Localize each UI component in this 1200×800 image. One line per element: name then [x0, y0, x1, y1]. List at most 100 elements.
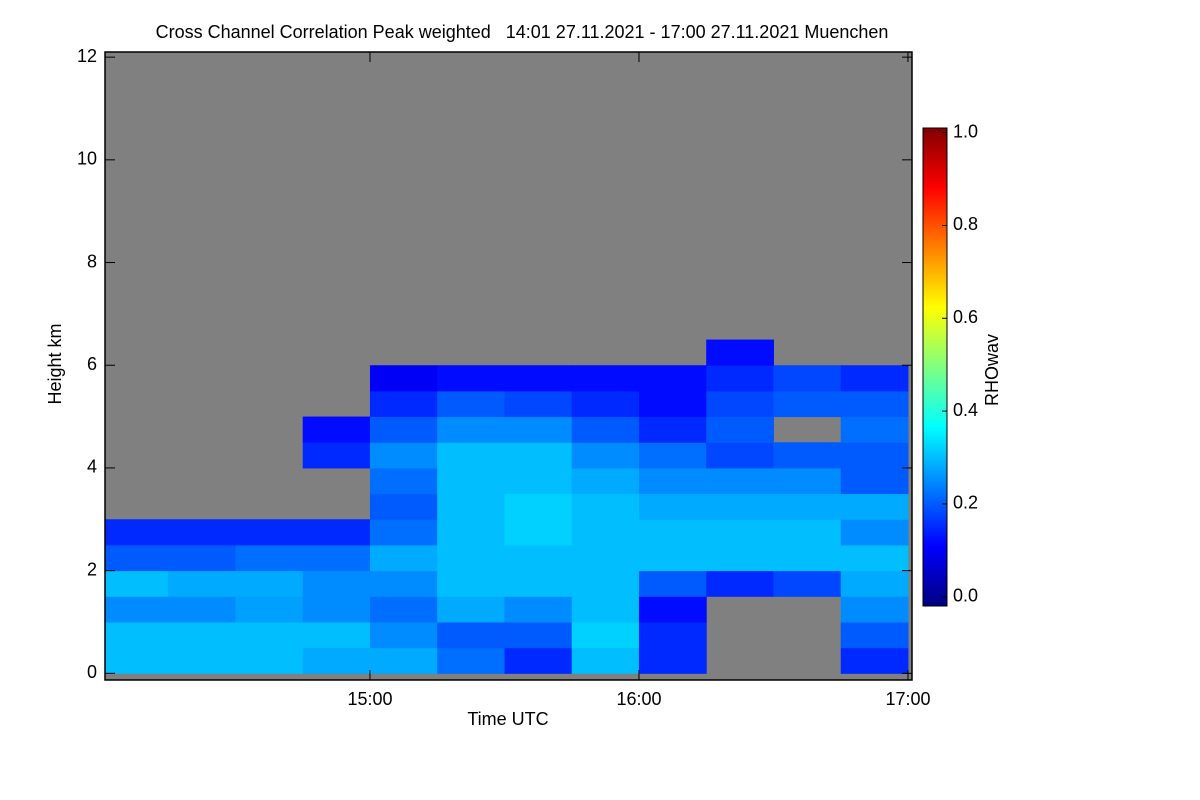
colorbar-tick-label: 0.4 [953, 400, 978, 420]
heatmap-cell [437, 390, 505, 418]
heatmap-cell [571, 467, 640, 495]
heatmap-cell [706, 467, 774, 495]
heatmap-cell [706, 339, 774, 366]
heatmap-cell [840, 365, 909, 392]
heatmap-cell [105, 596, 169, 623]
colorbar-label: RHOwav [982, 334, 1002, 406]
x-tick-label: 17:00 [885, 689, 930, 709]
x-tick-label: 15:00 [347, 689, 392, 709]
y-tick-label: 0 [87, 662, 97, 682]
x-axis-label: Time UTC [467, 709, 548, 729]
heatmap-cell [840, 390, 909, 418]
heatmap-cell [168, 544, 236, 572]
heatmap-cell [302, 442, 371, 469]
y-tick-label: 2 [87, 559, 97, 579]
heatmap-cell [638, 596, 707, 623]
heatmap-cell [302, 570, 371, 597]
heatmap-cell [437, 493, 505, 520]
heatmap-cell [437, 519, 505, 546]
heatmap-cell [369, 596, 438, 623]
heatmap-cell [840, 519, 909, 546]
heatmap-cell [504, 390, 573, 418]
heatmap-cell [369, 493, 438, 520]
heatmap-cell [706, 519, 774, 546]
heatmap-cell [638, 442, 707, 469]
heatmap-cell [369, 621, 438, 649]
heatmap-cell [706, 442, 774, 469]
colorbar-tick-label: 0.2 [953, 493, 978, 513]
heatmap-cell [571, 416, 640, 443]
heatmap-cell [571, 621, 640, 649]
heatmap-cell [369, 519, 438, 546]
colorbar [922, 127, 948, 607]
heatmap [105, 339, 909, 674]
heatmap-cell [571, 442, 640, 469]
heatmap-cell [369, 416, 438, 443]
heatmap-cell [235, 544, 304, 572]
heatmap-cell [638, 493, 707, 520]
heatmap-cell [302, 416, 371, 443]
heatmap-cell [105, 570, 169, 597]
heatmap-cell [437, 442, 505, 469]
heatmap-cell [638, 416, 707, 443]
heatmap-cell [437, 570, 505, 597]
heatmap-cell [706, 390, 774, 418]
heatmap-cell [840, 596, 909, 623]
heatmap-cell [504, 621, 573, 649]
heatmap-cell [638, 467, 707, 495]
heatmap-cell [235, 519, 304, 546]
heatmap-cell [840, 570, 909, 597]
heatmap-cell [706, 416, 774, 443]
heatmap-cell [773, 493, 842, 520]
heatmap-cell [504, 467, 573, 495]
heatmap-cell [504, 519, 573, 546]
heatmap-cell [504, 416, 573, 443]
heatmap-cell [504, 570, 573, 597]
heatmap-cell [773, 442, 842, 469]
heatmap-cell [235, 570, 304, 597]
heatmap-cell [638, 519, 707, 546]
heatmap-cell [437, 365, 505, 392]
heatmap-cell [773, 390, 842, 418]
y-tick-label: 10 [77, 149, 97, 169]
heatmap-cell [437, 544, 505, 572]
heatmap-cell [504, 365, 573, 392]
heatmap-cell [504, 596, 573, 623]
heatmap-cell [437, 467, 505, 495]
heatmap-cell [168, 596, 236, 623]
heatmap-cell [706, 570, 774, 597]
heatmap-cell [437, 647, 505, 674]
heatmap-cell [369, 442, 438, 469]
heatmap-cell [571, 596, 640, 623]
heatmap-cell [437, 416, 505, 443]
heatmap-cell [369, 544, 438, 572]
heatmap-cell [571, 519, 640, 546]
heatmap-cell [706, 365, 774, 392]
heatmap-cell [302, 544, 371, 572]
heatmap-cell [773, 544, 842, 572]
heatmap-cell [840, 442, 909, 469]
heatmap-cell [504, 493, 573, 520]
chart-title: Cross Channel Correlation Peak weighted … [156, 22, 889, 42]
x-tick-label: 16:00 [616, 689, 661, 709]
heatmap-cell [638, 365, 707, 392]
heatmap-cell [369, 365, 438, 392]
heatmap-cell [706, 493, 774, 520]
heatmap-cell [840, 544, 909, 572]
heatmap-cell [773, 365, 842, 392]
heatmap-cell [168, 570, 236, 597]
heatmap-cell [369, 390, 438, 418]
heatmap-cell [302, 621, 371, 649]
heatmap-cell [105, 621, 169, 649]
heatmap-cell [773, 519, 842, 546]
heatmap-cell [235, 596, 304, 623]
heatmap-cell [638, 621, 707, 649]
heatmap-cell [235, 621, 304, 649]
heatmap-cell [504, 442, 573, 469]
colorbar-tick-label: 1.0 [953, 121, 978, 141]
heatmap-cell [840, 621, 909, 649]
heatmap-cell [706, 544, 774, 572]
heatmap-cell [369, 647, 438, 674]
heatmap-cell [773, 467, 842, 495]
